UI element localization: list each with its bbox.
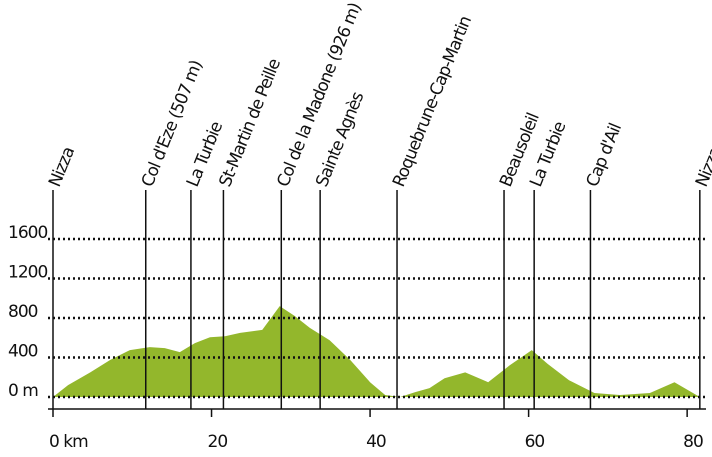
y-tick-label: 800 bbox=[8, 302, 38, 322]
waypoint-label: Cap d'Ail bbox=[583, 121, 626, 190]
waypoint-label: Roquebrune-Cap-Martin bbox=[389, 14, 476, 190]
waypoint-label: St-Martin de Peille bbox=[216, 56, 286, 190]
elevation-area bbox=[53, 306, 700, 397]
y-tick-label: 0 m bbox=[8, 381, 38, 401]
y-tick-label: 400 bbox=[8, 342, 38, 362]
x-tick-label: 20 bbox=[208, 432, 228, 452]
waypoint-label: Nizza bbox=[45, 145, 79, 190]
x-tick-label: 0 km bbox=[49, 432, 88, 452]
x-tick-label: 60 bbox=[525, 432, 545, 452]
y-tick-label: 1200 bbox=[8, 263, 47, 283]
y-tick-label: 1600 bbox=[8, 223, 47, 243]
x-tick-label: 40 bbox=[366, 432, 386, 452]
x-tick-label: 80 bbox=[683, 432, 703, 452]
waypoint-label: Nizza bbox=[692, 145, 712, 190]
